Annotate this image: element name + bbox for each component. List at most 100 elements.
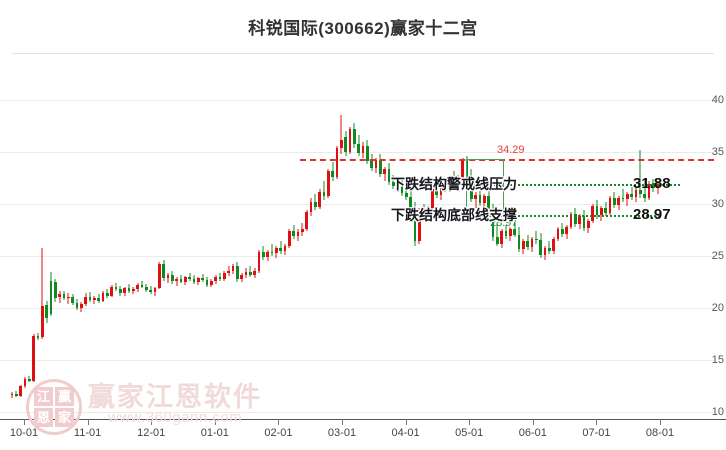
candlestick[interactable]	[582, 56, 586, 420]
candlestick[interactable]	[309, 56, 313, 420]
candlestick[interactable]	[36, 56, 40, 420]
candlestick[interactable]	[353, 56, 356, 420]
candlestick[interactable]	[535, 56, 538, 420]
candlestick[interactable]	[626, 56, 629, 420]
candlestick[interactable]	[257, 56, 261, 420]
candlestick[interactable]	[522, 56, 525, 420]
candlestick[interactable]	[101, 56, 105, 420]
candlestick[interactable]	[179, 56, 183, 420]
candlestick[interactable]	[119, 56, 122, 420]
candlestick[interactable]	[136, 56, 140, 420]
candlestick[interactable]	[23, 56, 27, 420]
candlestick[interactable]	[97, 56, 101, 420]
candlestick[interactable]	[461, 56, 465, 420]
candlestick[interactable]	[340, 56, 343, 420]
candlestick[interactable]	[45, 56, 49, 420]
candlestick[interactable]	[370, 56, 374, 420]
candlestick[interactable]	[426, 56, 430, 420]
candlestick[interactable]	[205, 56, 209, 420]
candlestick[interactable]	[413, 56, 417, 420]
candlestick[interactable]	[409, 56, 413, 420]
candlestick[interactable]	[491, 56, 495, 420]
candlestick[interactable]	[561, 56, 564, 420]
candlestick[interactable]	[487, 56, 491, 420]
candlestick[interactable]	[106, 56, 109, 420]
candlestick[interactable]	[175, 56, 179, 420]
candlestick[interactable]	[275, 56, 278, 420]
candlestick[interactable]	[132, 56, 135, 420]
candlestick[interactable]	[548, 56, 551, 420]
candlestick[interactable]	[565, 56, 569, 420]
candlestick[interactable]	[517, 56, 521, 420]
candlestick[interactable]	[465, 56, 469, 420]
candlestick[interactable]	[305, 56, 309, 420]
candlestick[interactable]	[231, 56, 235, 420]
candlestick[interactable]	[322, 56, 326, 420]
candlestick[interactable]	[474, 56, 478, 420]
candlestick[interactable]	[400, 56, 404, 420]
candlestick[interactable]	[552, 56, 556, 420]
candlestick[interactable]	[608, 56, 612, 420]
candlestick[interactable]	[145, 56, 148, 420]
candlestick[interactable]	[28, 56, 31, 420]
candlestick[interactable]	[591, 56, 595, 420]
candlestick[interactable]	[383, 56, 387, 420]
candlestick[interactable]	[647, 56, 651, 420]
candlestick[interactable]	[123, 56, 127, 420]
candlestick[interactable]	[439, 56, 443, 420]
candlestick[interactable]	[41, 56, 44, 420]
candlestick[interactable]	[227, 56, 231, 420]
candlestick[interactable]	[435, 56, 439, 420]
candlestick[interactable]	[314, 56, 317, 420]
candlestick[interactable]	[335, 56, 339, 420]
candlestick[interactable]	[93, 56, 96, 420]
candlestick[interactable]	[509, 56, 512, 420]
candlestick[interactable]	[288, 56, 291, 420]
candlestick[interactable]	[478, 56, 482, 420]
candlestick[interactable]	[444, 56, 447, 420]
candlestick[interactable]	[392, 56, 395, 420]
candlestick[interactable]	[158, 56, 161, 420]
candlestick[interactable]	[587, 56, 590, 420]
candlestick[interactable]	[470, 56, 473, 420]
candlestick[interactable]	[49, 56, 53, 420]
candlestick[interactable]	[431, 56, 434, 420]
candlestick[interactable]	[452, 56, 456, 420]
candlestick[interactable]	[71, 56, 75, 420]
candlestick[interactable]	[604, 56, 608, 420]
candlestick[interactable]	[483, 56, 486, 420]
candlestick[interactable]	[448, 56, 452, 420]
candlestick[interactable]	[153, 56, 157, 420]
candlestick[interactable]	[80, 56, 83, 420]
candlestick[interactable]	[188, 56, 192, 420]
candlestick[interactable]	[149, 56, 153, 420]
candlestick[interactable]	[19, 56, 23, 420]
candlestick[interactable]	[75, 56, 79, 420]
candlestick[interactable]	[513, 56, 517, 420]
candlestick[interactable]	[262, 56, 265, 420]
candlestick[interactable]	[504, 56, 508, 420]
candlestick[interactable]	[539, 56, 543, 420]
candlestick[interactable]	[374, 56, 378, 420]
candlestick[interactable]	[500, 56, 504, 420]
candlestick[interactable]	[210, 56, 213, 420]
candlestick[interactable]	[318, 56, 322, 420]
candlestick[interactable]	[162, 56, 166, 420]
candlestick[interactable]	[54, 56, 57, 420]
candlestick[interactable]	[236, 56, 239, 420]
candlestick[interactable]	[331, 56, 335, 420]
candlestick[interactable]	[279, 56, 283, 420]
candlestick[interactable]	[88, 56, 92, 420]
chart-plot-area[interactable]: 10 15 20 25 30 35 40 34.29 28.97 下跌结构警戒线压力 下跌结构底部…	[0, 56, 726, 420]
candlestick[interactable]	[270, 56, 274, 420]
candlestick[interactable]	[543, 56, 547, 420]
candlestick[interactable]	[366, 56, 369, 420]
candlestick[interactable]	[530, 56, 534, 420]
candlestick[interactable]	[422, 56, 426, 420]
candlestick[interactable]	[379, 56, 382, 420]
candlestick[interactable]	[396, 56, 400, 420]
candlestick[interactable]	[114, 56, 118, 420]
candlestick[interactable]	[418, 56, 421, 420]
candlestick[interactable]	[166, 56, 170, 420]
candlestick[interactable]	[327, 56, 330, 420]
